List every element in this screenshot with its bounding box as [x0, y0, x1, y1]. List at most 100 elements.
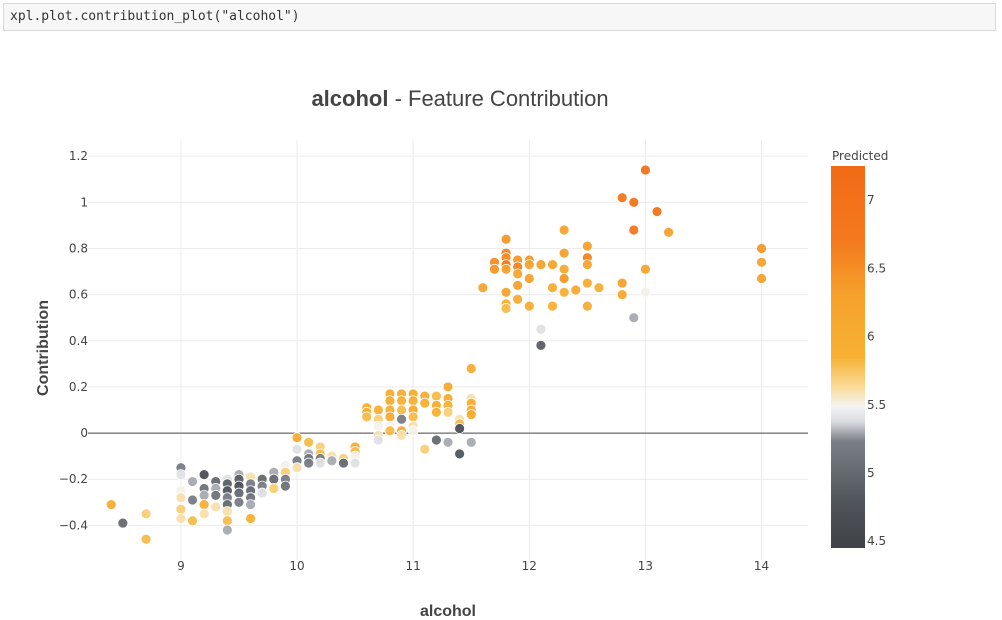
scatter-point — [663, 226, 675, 238]
colorbar-tick-label: 7 — [867, 193, 875, 207]
scatter-point — [430, 406, 442, 418]
scatter-point — [616, 289, 628, 301]
y-tick-label: 0.8 — [69, 241, 88, 255]
scatter-point — [221, 515, 233, 527]
colorbar: Predicted 4.5 5 5.5 6 6.5 7 — [831, 149, 888, 548]
y-tick-label: 1.2 — [69, 149, 88, 163]
scatter-point — [187, 515, 198, 527]
scatter-point — [500, 263, 512, 275]
scatter-point — [280, 480, 291, 492]
colorbar-tick-label: 6 — [867, 330, 875, 344]
scatter-point — [477, 282, 489, 294]
scatter-point — [756, 243, 767, 254]
scatter-point — [314, 457, 326, 469]
x-tick-label: 9 — [177, 559, 185, 573]
colorbar-tick-labels: 4.5 5 5.5 6 6.5 7 — [867, 193, 886, 548]
scatter-point — [140, 533, 152, 545]
scatter-point — [558, 273, 570, 284]
scatter-point — [198, 489, 210, 501]
x-tick-label: 12 — [522, 559, 537, 573]
scatter-point — [303, 436, 315, 448]
y-tick-label: 0 — [80, 426, 88, 440]
scatter-point — [198, 499, 210, 511]
scatter-point — [756, 256, 767, 268]
scatter-point — [547, 300, 558, 312]
scatter-point — [210, 501, 222, 513]
scatter-point — [581, 300, 593, 312]
scatter-point — [489, 263, 500, 275]
scatter-point — [419, 443, 431, 455]
y-tick-label: 0.6 — [69, 288, 88, 302]
colorbar-tick-label: 5.5 — [867, 398, 886, 412]
scatter-point — [570, 284, 582, 296]
x-tick-label: 11 — [406, 559, 421, 573]
scatter-point — [198, 469, 210, 481]
colorbar-tick-label: 4.5 — [867, 534, 886, 548]
scatter-point — [349, 457, 361, 469]
scatter-point — [430, 434, 442, 446]
scatter-point — [651, 206, 663, 217]
scatter-point — [303, 457, 315, 469]
x-tick-label: 13 — [638, 559, 653, 573]
scatter-point — [465, 409, 477, 421]
scatter-point — [430, 390, 442, 402]
scatter-point — [384, 425, 396, 437]
scatter-point — [535, 259, 547, 271]
scatter-point — [512, 268, 524, 280]
scatter-point — [558, 224, 570, 236]
scatter-point — [419, 397, 431, 409]
scatter-point — [640, 286, 651, 298]
scatter-point — [372, 420, 384, 432]
scatter-point — [442, 436, 454, 448]
scatter-point — [593, 282, 605, 294]
scatter-point — [581, 277, 593, 289]
scatter-point — [384, 395, 396, 407]
scatter-point — [407, 411, 419, 423]
scatter-point — [291, 432, 303, 444]
scatter-point — [245, 513, 256, 524]
scatter-point — [326, 455, 338, 467]
scatter-point — [500, 286, 512, 298]
scatter-point — [268, 473, 280, 485]
scatter-point — [558, 263, 570, 275]
scatter-point — [407, 395, 419, 407]
scatter-point — [454, 423, 466, 434]
code-cell[interactable]: xpl.plot.contribution_plot("alcohol") — [3, 3, 996, 31]
scatter-point — [581, 259, 593, 271]
y-tick-labels: −0.4 −0.2 0 0.2 0.4 0.6 0.8 1 1.2 — [59, 149, 88, 532]
scatter-point — [372, 434, 384, 446]
scatter-point — [233, 496, 245, 508]
scatter-point — [396, 429, 407, 441]
colorbar-gradient — [831, 166, 865, 548]
scatter-point — [512, 279, 524, 291]
y-axis-label: Contribution — [35, 300, 52, 396]
scatter-point — [198, 508, 210, 520]
scatter-point — [187, 476, 198, 487]
scatter-point — [221, 506, 233, 517]
scatter-point — [465, 363, 477, 374]
scatter-point — [396, 404, 407, 416]
scatter-point — [547, 259, 558, 271]
scatter-point — [140, 508, 152, 520]
scatter-point — [221, 524, 233, 536]
scatter-point — [500, 303, 512, 314]
scatter-point — [372, 404, 384, 416]
scatter-point — [175, 513, 187, 524]
scatter-point — [117, 517, 129, 529]
scatter-point — [628, 312, 640, 324]
scatter-point — [523, 300, 535, 312]
code-text: xpl.plot.contribution_plot("alcohol") — [10, 9, 300, 24]
x-tick-label: 10 — [289, 559, 304, 573]
colorbar-title: Predicted — [832, 149, 888, 163]
scatter-point — [640, 164, 651, 176]
scatter-point — [291, 462, 303, 474]
scatter-point — [512, 293, 524, 305]
scatter-point — [256, 487, 268, 499]
scatter-point — [523, 259, 535, 271]
scatter-point — [454, 448, 466, 460]
scatter-point — [396, 413, 407, 425]
x-tick-label: 14 — [754, 559, 769, 573]
scatter-point — [233, 487, 245, 499]
grid-layer — [88, 140, 808, 560]
